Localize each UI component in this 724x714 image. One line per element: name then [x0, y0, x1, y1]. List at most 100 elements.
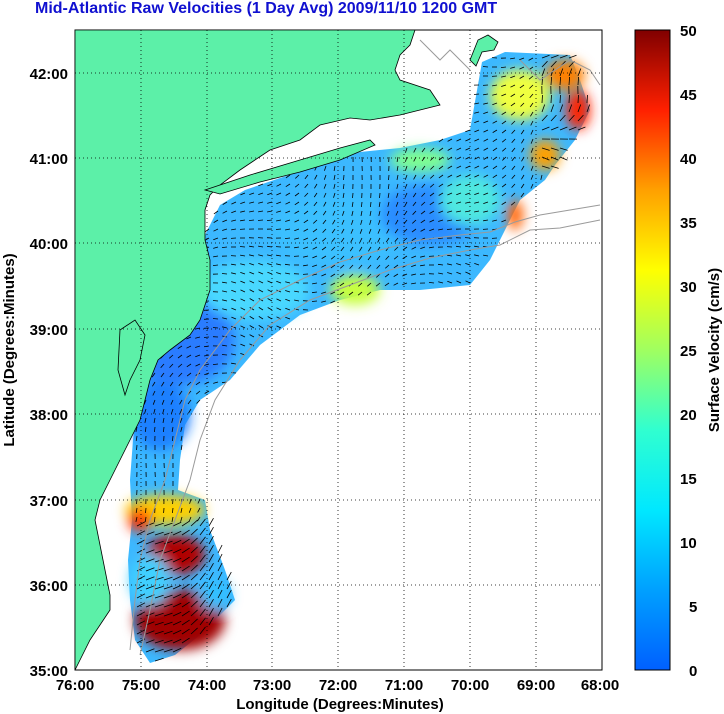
velocity-arrow: [180, 516, 183, 522]
velocity-arrow: [231, 281, 237, 284]
velocity-arrow: [163, 594, 173, 599]
velocity-arrow: [420, 264, 426, 267]
velocity-arrow: [501, 210, 507, 214]
velocity-arrow: [541, 156, 550, 161]
velocity-arrow: [483, 165, 489, 169]
velocity-arrow: [492, 219, 498, 222]
velocity-arrow: [521, 174, 525, 180]
velocity-arrow: [438, 192, 444, 196]
bathymetry-contour: [419, 39, 471, 71]
velocity-arrow: [267, 316, 273, 320]
colorbar-tick-label: 10: [680, 535, 697, 552]
velocity-arrow: [387, 210, 390, 216]
velocity-arrow: [154, 531, 164, 536]
velocity-arrow: [222, 326, 228, 329]
velocity-arrow: [154, 621, 164, 626]
velocity-vectors: [134, 54, 591, 662]
velocity-arrow: [181, 637, 190, 644]
velocity-arrow: [492, 102, 498, 106]
velocity-arrow: [171, 417, 174, 423]
velocity-arrow: [412, 219, 417, 224]
velocity-patch-peak: [135, 590, 225, 650]
velocity-arrow: [171, 426, 174, 432]
velocity-arrow: [568, 68, 573, 77]
velocity-arrow: [172, 584, 182, 590]
velocity-arrow: [203, 336, 210, 338]
velocity-arrow: [172, 435, 174, 442]
velocity-arrow: [172, 620, 182, 626]
velocity-arrow: [276, 263, 282, 266]
velocity-arrow: [492, 201, 498, 205]
velocity-arrow: [343, 174, 345, 181]
velocity-arrow: [258, 289, 264, 293]
y-tick-label: 40:00: [30, 236, 68, 253]
velocity-arrow: [492, 183, 498, 187]
velocity-arrow: [395, 219, 399, 225]
velocity-arrow: [483, 147, 489, 151]
velocity-arrow: [145, 576, 155, 581]
velocity-arrow: [350, 237, 354, 243]
velocity-arrow: [276, 272, 282, 275]
velocity-arrow: [217, 553, 223, 563]
velocity-arrow: [294, 210, 300, 214]
velocity-arrow: [465, 210, 471, 213]
velocity-arrow: [387, 192, 390, 198]
velocity-field: [125, 52, 590, 663]
velocity-arrow: [154, 603, 164, 608]
velocity-arrow: [240, 334, 246, 338]
velocity-arrow: [550, 147, 559, 151]
velocity-arrow: [222, 290, 228, 293]
velocity-arrow: [295, 174, 300, 179]
velocity-arrow: [204, 381, 210, 385]
velocity-arrow: [550, 54, 559, 59]
velocity-arrow: [145, 648, 155, 653]
velocity-arrow: [213, 219, 219, 223]
velocity-arrow: [568, 76, 570, 86]
velocity-arrow: [171, 408, 174, 414]
velocity-arrow: [501, 219, 507, 223]
velocity-arrow: [136, 539, 146, 545]
velocity-arrow: [420, 219, 426, 224]
velocity-arrow: [181, 592, 190, 599]
velocity-arrow: [217, 607, 223, 617]
velocity-arrow: [368, 228, 372, 234]
velocity-arrow: [559, 76, 561, 86]
velocity-arrow: [275, 228, 282, 230]
velocity-arrow: [154, 612, 164, 617]
velocity-arrow: [208, 563, 214, 572]
velocity-arrow: [437, 237, 444, 239]
velocity-arrow: [446, 228, 453, 230]
velocity-arrow: [330, 291, 336, 295]
y-tick-labels: 42:00 41:00 40:00 39:00 38:00 37:00 36:0…: [30, 66, 68, 680]
velocity-arrow: [154, 516, 156, 523]
velocity-arrow: [204, 363, 210, 366]
velocity-arrow: [530, 129, 534, 135]
bathymetry-contour: [139, 219, 601, 656]
velocity-arrow: [213, 255, 219, 258]
velocity-arrow: [413, 183, 417, 189]
velocity-arrow: [266, 219, 273, 221]
velocity-arrow: [163, 549, 173, 554]
velocity-arrow: [240, 289, 246, 293]
velocity-arrow: [249, 343, 255, 347]
velocity-arrow: [285, 210, 291, 214]
colorbar-tick-label: 25: [680, 343, 697, 360]
velocity-arrow: [181, 520, 190, 527]
velocity-arrow: [163, 630, 173, 635]
velocity-arrow: [378, 210, 381, 216]
velocity-arrow: [387, 183, 390, 190]
velocity-arrow: [208, 590, 214, 599]
velocity-arrow: [145, 567, 155, 572]
velocity-patch-mid: [270, 195, 410, 265]
velocity-arrow: [222, 299, 228, 302]
velocity-arrow: [172, 611, 182, 617]
velocity-patch-high: [507, 200, 523, 230]
velocity-arrow: [474, 192, 480, 195]
velocity-arrow: [323, 201, 327, 207]
velocity-arrow: [520, 111, 525, 117]
velocity-arrow: [492, 156, 498, 161]
velocity-arrow: [226, 580, 232, 590]
velocity-arrow: [370, 201, 372, 208]
velocity-arrow: [312, 264, 318, 267]
velocity-arrow: [377, 237, 381, 243]
